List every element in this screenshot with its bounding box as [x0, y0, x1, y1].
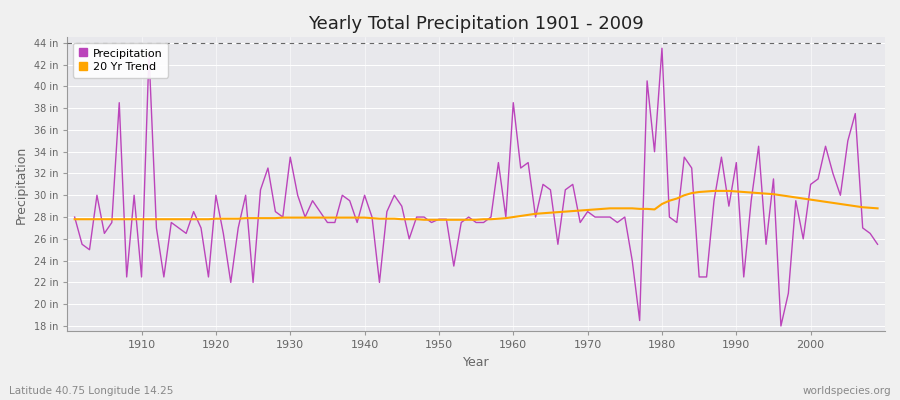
- Text: worldspecies.org: worldspecies.org: [803, 386, 891, 396]
- X-axis label: Year: Year: [463, 356, 490, 369]
- Title: Yearly Total Precipitation 1901 - 2009: Yearly Total Precipitation 1901 - 2009: [308, 15, 644, 33]
- Legend: Precipitation, 20 Yr Trend: Precipitation, 20 Yr Trend: [73, 43, 168, 78]
- Y-axis label: Precipitation: Precipitation: [15, 145, 28, 224]
- Text: Latitude 40.75 Longitude 14.25: Latitude 40.75 Longitude 14.25: [9, 386, 174, 396]
